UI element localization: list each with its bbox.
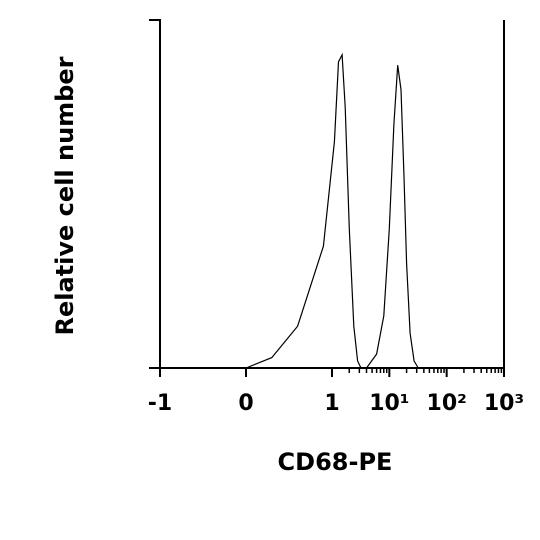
y-axis-label: Relative cell number	[51, 56, 79, 335]
x-tick-label: 0	[238, 391, 253, 416]
x-tick-label: 10³	[484, 391, 524, 416]
histogram-curve	[245, 52, 362, 369]
histogram-curve	[366, 65, 419, 369]
x-axis-label: CD68-PE	[278, 448, 393, 476]
plot-frame	[149, 19, 505, 369]
x-tick-label: 10¹	[369, 391, 409, 416]
x-tick-label: 1	[324, 391, 339, 416]
x-tick-label: 10²	[427, 391, 467, 416]
x-tick-label: -1	[148, 391, 172, 416]
